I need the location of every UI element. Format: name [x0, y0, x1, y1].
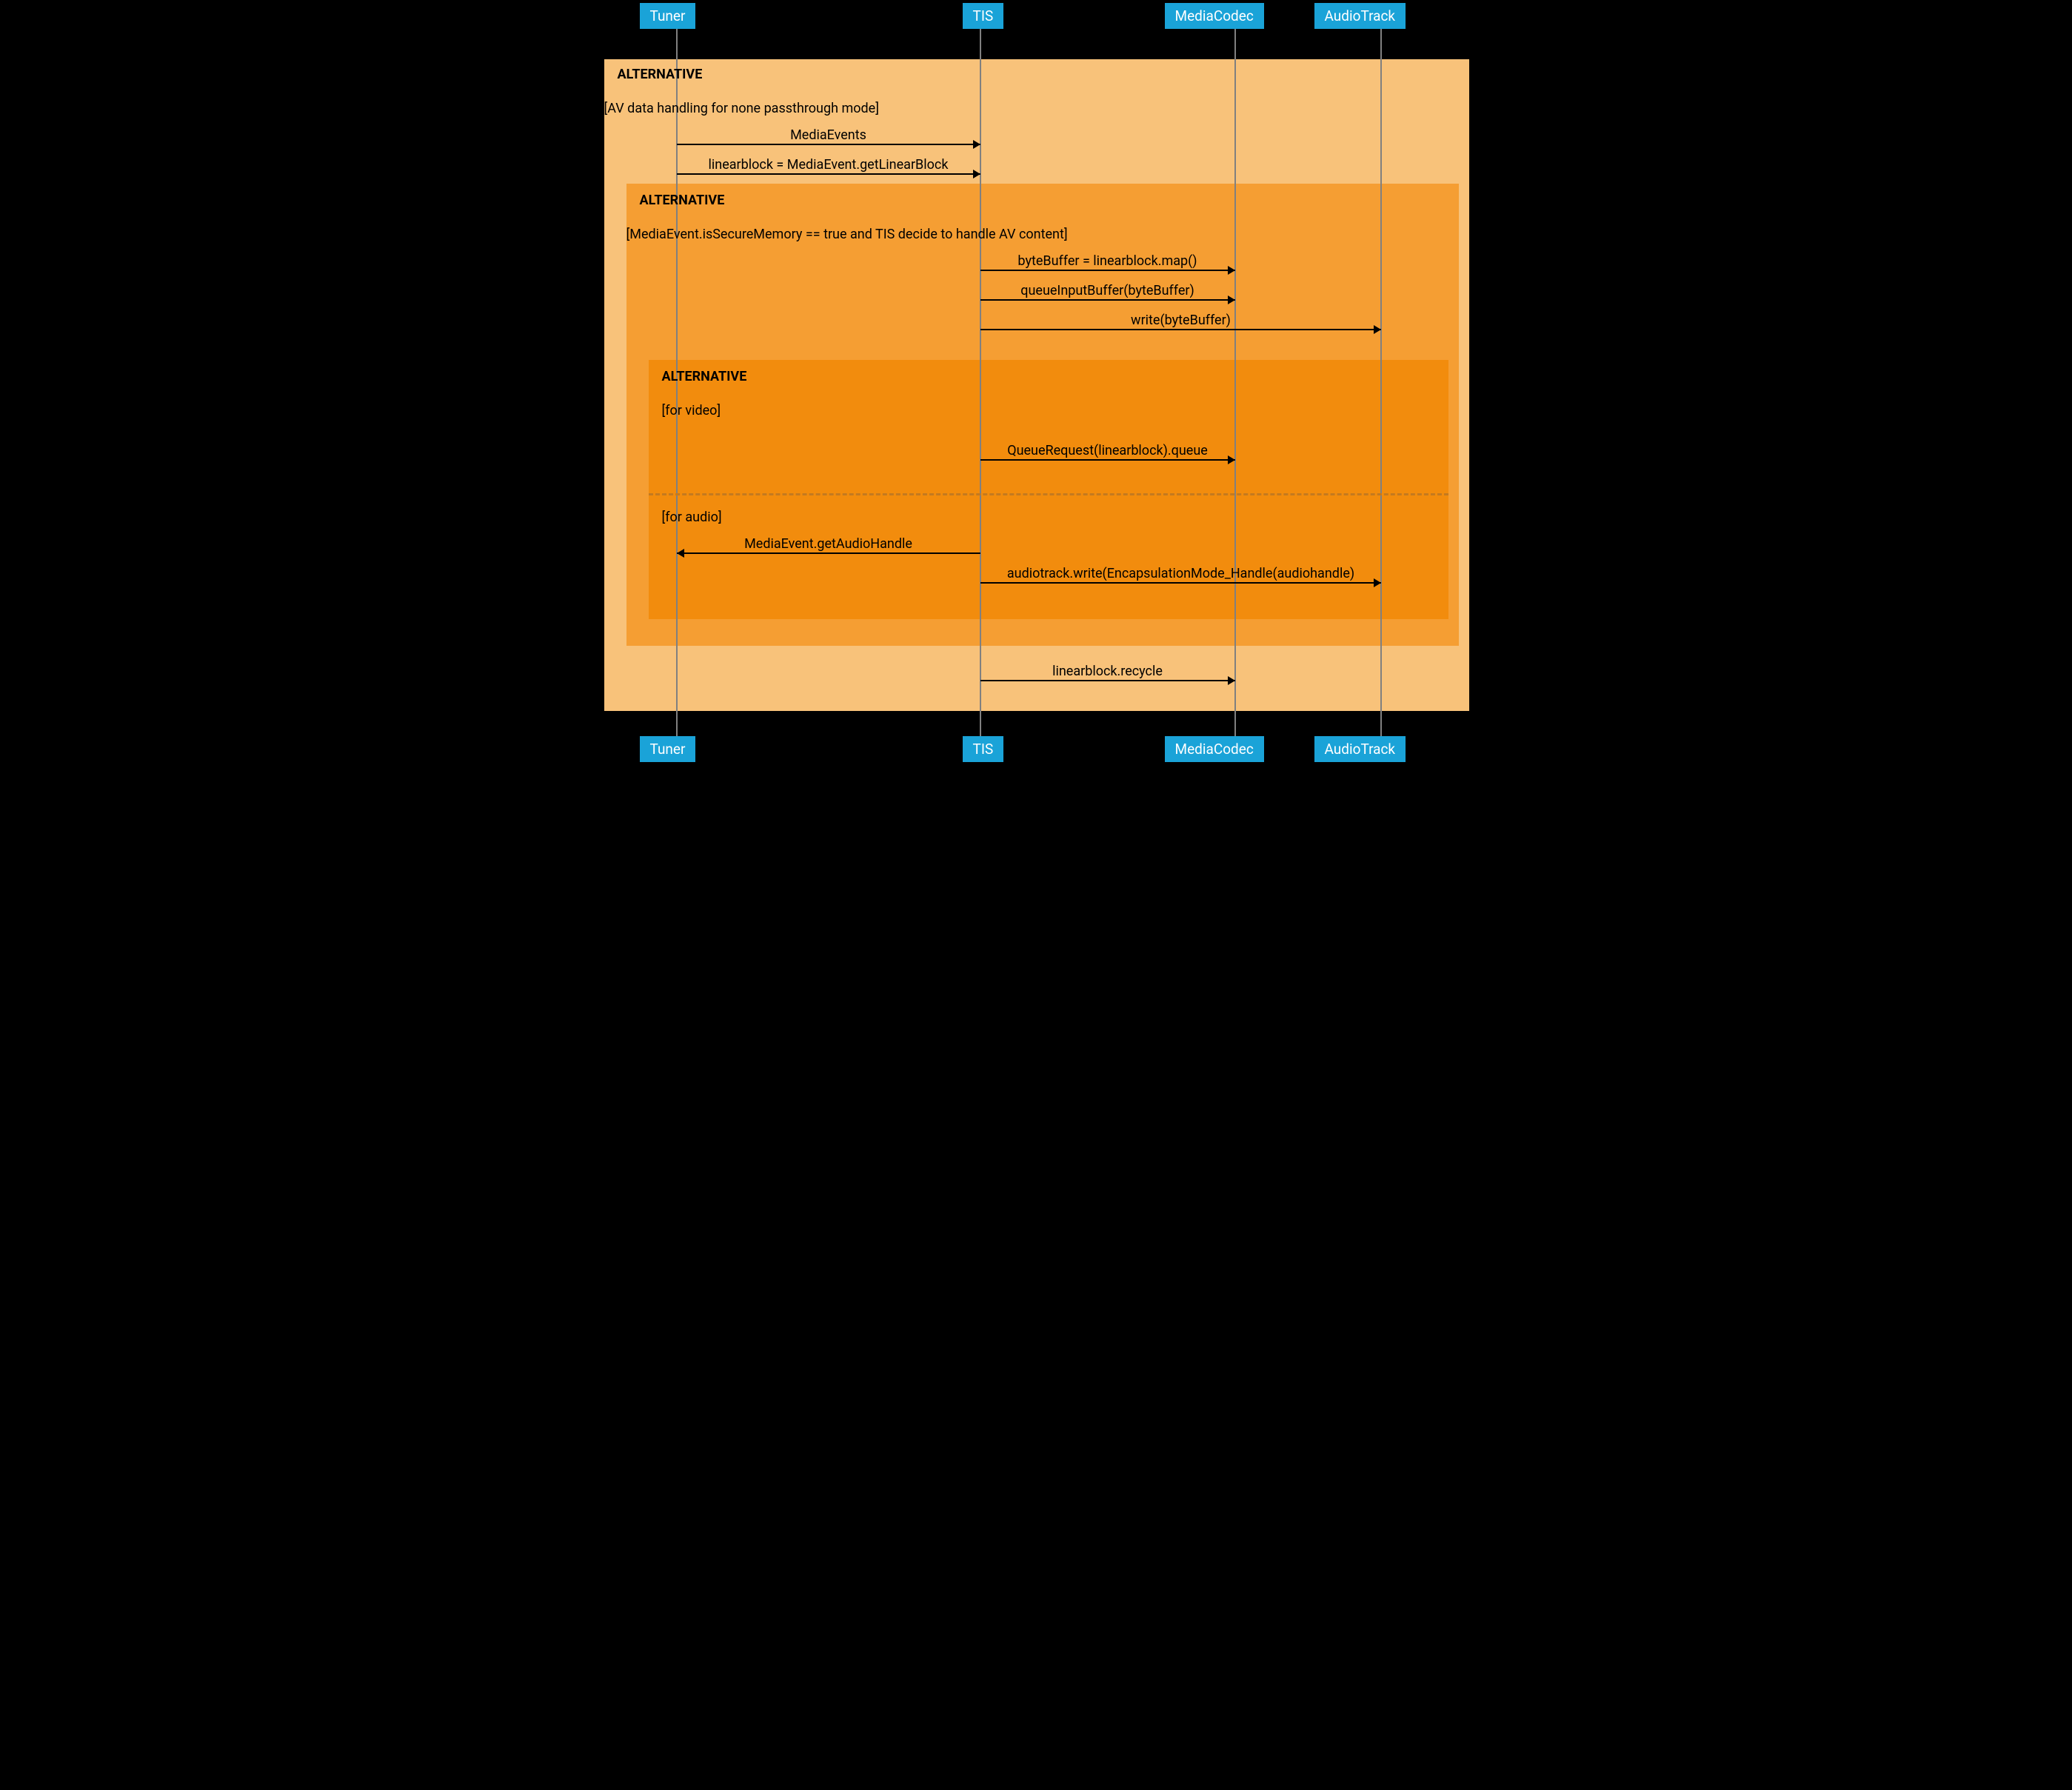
- msg-line: [980, 680, 1235, 681]
- msg-getaudiohandle: MediaEvent.getAudioHandle: [744, 536, 912, 552]
- arrow-head-icon: [1374, 578, 1381, 587]
- msg-line: [677, 552, 980, 554]
- msg-linearblock-map: byteBuffer = linearblock.map(): [1017, 253, 1197, 269]
- msg-line: [980, 329, 1381, 330]
- msg-write-bytebuffer: write(byteBuffer): [1131, 313, 1231, 328]
- msg-linearblock-recycle: linearblock.recycle: [1052, 664, 1163, 679]
- msg-getlinearblock: linearblock = MediaEvent.getLinearBlock: [709, 157, 949, 173]
- alt-guard-inner-audio: [for audio]: [662, 510, 722, 525]
- msg-line: [980, 582, 1381, 584]
- msg-queueinputbuffer: queueInputBuffer(byteBuffer): [1020, 283, 1194, 298]
- arrow-head-icon: [1228, 266, 1235, 275]
- sequence-diagram: Tuner TIS MediaCodec AudioTrack Tuner TI…: [594, 0, 1479, 764]
- participant-audiotrack-top: AudioTrack: [1314, 3, 1406, 29]
- lifeline-mediacodec: [1234, 13, 1236, 751]
- msg-queuerequest: QueueRequest(linearblock).queue: [1007, 443, 1208, 458]
- msg-line: [980, 299, 1235, 301]
- participant-tis-top: TIS: [963, 3, 1004, 29]
- msg-line: [677, 144, 980, 145]
- alt-header-mid: ALTERNATIVE: [640, 193, 725, 208]
- arrow-head-icon: [973, 140, 980, 149]
- alt-guard-inner-video: [for video]: [662, 403, 721, 418]
- arrow-head-icon: [1228, 295, 1235, 304]
- msg-mediaevents: MediaEvents: [790, 127, 866, 143]
- alt-divider: [649, 493, 1448, 495]
- participant-tuner-top: Tuner: [640, 3, 696, 29]
- arrow-head-icon: [1228, 676, 1235, 685]
- alt-guard-mid: [MediaEvent.isSecureMemory == true and T…: [626, 227, 1068, 242]
- alt-header-inner: ALTERNATIVE: [662, 369, 747, 384]
- msg-audiotrack-write: audiotrack.write(EncapsulationMode_Handl…: [1007, 566, 1354, 581]
- participant-tis-bottom: TIS: [963, 736, 1004, 762]
- msg-line: [980, 270, 1235, 271]
- arrow-head-icon: [677, 549, 684, 558]
- participant-tuner-bottom: Tuner: [640, 736, 696, 762]
- msg-line: [980, 459, 1235, 461]
- arrow-head-icon: [1228, 455, 1235, 464]
- arrow-head-icon: [973, 170, 980, 178]
- arrow-head-icon: [1374, 325, 1381, 334]
- participant-audiotrack-bottom: AudioTrack: [1314, 736, 1406, 762]
- alt-guard-outer: [AV data handling for none passthrough m…: [604, 101, 879, 116]
- lifeline-audiotrack: [1380, 13, 1382, 751]
- participant-mediacodec-bottom: MediaCodec: [1165, 736, 1264, 762]
- participant-mediacodec-top: MediaCodec: [1165, 3, 1264, 29]
- alt-header-outer: ALTERNATIVE: [618, 67, 703, 82]
- msg-line: [677, 173, 980, 175]
- lifeline-tis: [980, 13, 981, 751]
